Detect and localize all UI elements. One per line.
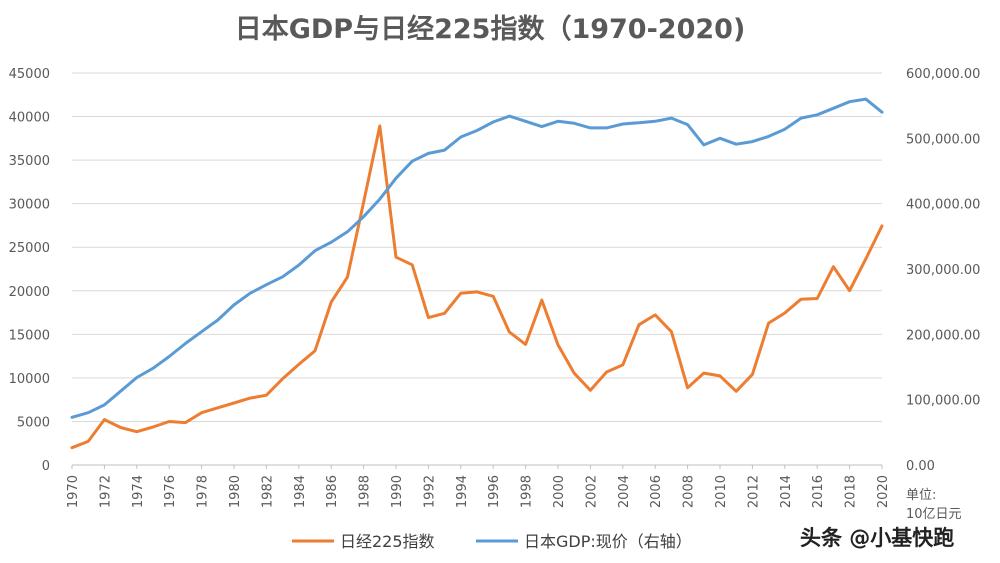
y-left-tick-label: 30000 xyxy=(9,198,50,213)
x-tick-label: 2014 xyxy=(779,475,794,508)
x-tick-label: 2006 xyxy=(649,475,664,508)
x-tick-label: 1974 xyxy=(131,475,146,508)
y-right-tick-label: 400,000.00 xyxy=(906,198,980,213)
x-tick-label: 1972 xyxy=(98,475,113,508)
left-axis: 0 5000 10000 15000 20000 25000 30000 35000 40000… xyxy=(9,67,50,474)
y-right-tick-label: 600,000.00 xyxy=(906,67,980,82)
x-tick-label: 2018 xyxy=(844,475,859,508)
y-right-tick-label: 200,000.00 xyxy=(906,328,980,343)
y-left-tick-label: 0 xyxy=(42,459,50,474)
x-tick-label: 1980 xyxy=(228,475,243,508)
x-tick-label: 1998 xyxy=(520,475,535,508)
x-tick-label: 2002 xyxy=(584,475,599,508)
y-left-tick-label: 5000 xyxy=(17,415,50,430)
x-tick-label: 1994 xyxy=(455,475,470,508)
y-left-tick-label: 35000 xyxy=(9,154,50,169)
right-axis: 0.00 100,000.00 200,000.00 300,000.00 400,00… xyxy=(906,67,980,474)
legend: 日经225指数 日本GDP:现价（右轴） xyxy=(292,532,692,551)
y-left-tick-label: 40000 xyxy=(9,111,50,126)
x-tick-label: 1978 xyxy=(196,475,211,508)
y-left-tick-label: 10000 xyxy=(9,372,50,387)
x-tick-label: 1970 xyxy=(66,475,81,508)
unit-label: 单位: xyxy=(906,488,936,503)
y-left-tick-label: 25000 xyxy=(9,241,50,256)
x-tick-label: 2016 xyxy=(811,475,826,508)
x-tick-label: 1996 xyxy=(487,475,502,508)
x-axis: 1970 1972 1974 1976 1978 1980 1982 1984 1986 1988… xyxy=(66,465,891,508)
x-tick-label: 2000 xyxy=(552,475,567,508)
y-right-tick-label: 0.00 xyxy=(906,459,935,474)
x-tick-label: 1988 xyxy=(358,475,373,508)
y-right-tick-label: 300,000.00 xyxy=(906,263,980,278)
x-tick-label: 2004 xyxy=(617,475,632,508)
x-tick-label: 1986 xyxy=(325,475,340,508)
series-line-nikkei xyxy=(70,124,884,450)
unit-value: 10亿日元 xyxy=(906,507,962,522)
y-right-tick-label: 500,000.00 xyxy=(906,132,980,147)
x-tick-label: 1984 xyxy=(293,475,308,508)
watermark: 头条 @小基快跑 xyxy=(800,526,954,550)
series-line-gdp xyxy=(70,97,884,419)
x-tick-label: 1990 xyxy=(390,475,405,508)
x-tick-label: 2010 xyxy=(714,475,729,508)
chart-title: 日本GDP与日经225指数（1970-2020) xyxy=(235,13,746,45)
x-tick-label: 1992 xyxy=(422,475,437,508)
x-tick-label: 1982 xyxy=(260,475,275,508)
legend-label-nikkei: 日经225指数 xyxy=(340,532,435,551)
y-left-tick-label: 45000 xyxy=(9,67,50,82)
x-tick-label: 2020 xyxy=(876,475,891,508)
x-tick-label: 1976 xyxy=(163,475,178,508)
legend-label-gdp: 日本GDP:现价（右轴） xyxy=(524,532,692,551)
x-tick-label: 2008 xyxy=(682,475,697,508)
y-left-tick-label: 20000 xyxy=(9,285,50,300)
series-layer xyxy=(70,97,884,450)
x-tick-label: 2012 xyxy=(746,475,761,508)
y-left-tick-label: 15000 xyxy=(9,328,50,343)
y-right-tick-label: 100,000.00 xyxy=(906,394,980,409)
